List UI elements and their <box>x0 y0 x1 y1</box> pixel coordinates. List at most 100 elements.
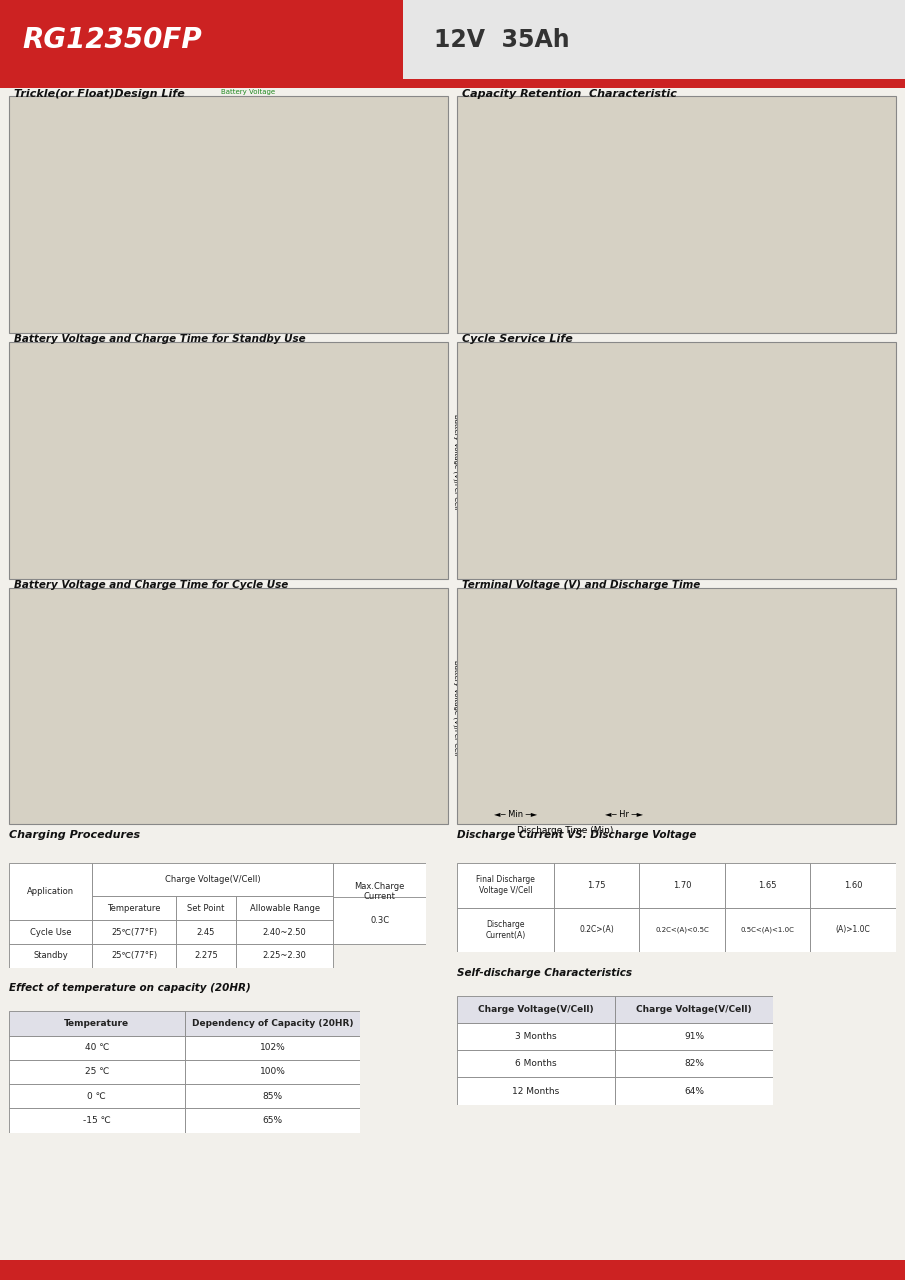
Bar <box>92 920 176 945</box>
Text: Discharge Current VS. Discharge Voltage: Discharge Current VS. Discharge Voltage <box>457 829 697 840</box>
Text: 5°C
(41°F): 5°C (41°F) <box>841 140 864 159</box>
Text: 2.275: 2.275 <box>194 951 218 960</box>
Bar <box>9 1084 185 1108</box>
Bar <box>92 945 176 968</box>
Text: Cycle Service Life: Cycle Service Life <box>462 334 572 344</box>
X-axis label: Charge Time (H): Charge Time (H) <box>238 812 312 820</box>
Y-axis label: Charge Quantity (%): Charge Quantity (%) <box>81 668 91 746</box>
Text: Discharge
Depth 50%: Discharge Depth 50% <box>626 378 673 397</box>
Text: 0.17C: 0.17C <box>803 695 824 701</box>
Text: 12V  35Ah: 12V 35Ah <box>434 28 570 51</box>
Text: 85%: 85% <box>262 1092 282 1101</box>
Y-axis label: Lift Expectancy (Years): Lift Expectancy (Years) <box>33 160 43 271</box>
Text: Battery Voltage and Charge Time for Cycle Use: Battery Voltage and Charge Time for Cycl… <box>14 580 288 590</box>
Text: Set Point: Set Point <box>187 904 224 913</box>
Bar <box>185 1011 360 1036</box>
Text: 25°C
(77°F): 25°C (77°F) <box>795 209 820 228</box>
Bar <box>615 1050 773 1078</box>
Text: 0.2C>(A): 0.2C>(A) <box>579 925 614 934</box>
Text: ◄─ Hr ─►: ◄─ Hr ─► <box>605 810 643 819</box>
Text: Terminal Voltage (V) and Discharge Time: Terminal Voltage (V) and Discharge Time <box>462 580 700 590</box>
Bar <box>236 896 333 920</box>
X-axis label: Charge Time (H): Charge Time (H) <box>238 566 312 575</box>
Text: Temperature: Temperature <box>108 904 161 913</box>
X-axis label: Temperature (°C): Temperature (°C) <box>214 320 298 330</box>
Text: 2.45: 2.45 <box>196 928 215 937</box>
Text: 1.65: 1.65 <box>758 881 776 890</box>
Text: Temperature: Temperature <box>64 1019 129 1028</box>
Y-axis label: Battery Voltage (V)/Per Cell: Battery Voltage (V)/Per Cell <box>452 413 459 509</box>
Text: 1.70: 1.70 <box>672 881 691 890</box>
Text: Battery Voltage: Battery Voltage <box>221 90 275 95</box>
Text: Charge Voltage(V/Cell): Charge Voltage(V/Cell) <box>636 1005 752 1014</box>
Text: Effect of temperature on capacity (20HR): Effect of temperature on capacity (20HR) <box>9 983 251 993</box>
Text: 40°C
(104°F): 40°C (104°F) <box>617 202 646 221</box>
Bar <box>639 863 725 908</box>
Text: Application: Application <box>27 887 74 896</box>
Y-axis label: Battery Voltage (V)/Per Cell: Battery Voltage (V)/Per Cell <box>70 413 76 509</box>
Text: Ambient Temperature:
25℃ (77°F): Ambient Temperature: 25℃ (77°F) <box>732 500 827 521</box>
Bar <box>9 1036 185 1060</box>
Bar <box>92 896 176 920</box>
Bar <box>457 1050 615 1078</box>
Text: Charge Quantity (to-Discharge Quantity)Ratio: Charge Quantity (to-Discharge Quantity)R… <box>300 634 426 655</box>
Text: Charge Quantity (to-Discharge Quantity)Ratio: Charge Quantity (to-Discharge Quantity)R… <box>300 388 426 410</box>
Bar <box>457 863 554 908</box>
Text: Capacity Retention  Characteristic: Capacity Retention Characteristic <box>462 88 676 99</box>
Bar <box>176 896 236 920</box>
Bar <box>457 1078 615 1105</box>
Bar <box>333 897 426 945</box>
Text: Discharge
Current(A): Discharge Current(A) <box>485 920 526 940</box>
Y-axis label: Capacity Retention Ratio (%): Capacity Retention Ratio (%) <box>488 145 498 287</box>
Bar <box>457 1023 615 1050</box>
Y-axis label: Charge Quantity (%): Charge Quantity (%) <box>81 422 91 500</box>
Text: 0.05C: 0.05C <box>866 690 887 696</box>
Bar <box>236 945 333 968</box>
Text: 3C: 3C <box>596 722 608 731</box>
Text: 0.2C<(A)<0.5C: 0.2C<(A)<0.5C <box>655 927 709 933</box>
Text: ① Discharge
 —100% (0.05CA×20H)
 —⁐50% (0.05CA×10H)
② Charge
  Charge Voltage 13: ① Discharge —100% (0.05CA×20H) —⁐50% (0.… <box>217 392 298 440</box>
Text: 25 ℃: 25 ℃ <box>85 1068 109 1076</box>
Text: 2C: 2C <box>624 722 635 731</box>
Text: 0.09C: 0.09C <box>835 692 856 699</box>
Bar <box>615 996 773 1023</box>
Text: 0.25C: 0.25C <box>776 699 796 705</box>
Text: Charge Voltage(V/Cell): Charge Voltage(V/Cell) <box>165 876 261 884</box>
Bar <box>554 863 639 908</box>
Text: 0.5C<(A)<1.0C: 0.5C<(A)<1.0C <box>740 927 795 933</box>
Text: Charging Procedures: Charging Procedures <box>9 829 140 840</box>
Bar <box>457 996 615 1023</box>
Text: 40 ℃: 40 ℃ <box>85 1043 109 1052</box>
Bar <box>92 863 333 896</box>
Polygon shape <box>123 170 418 289</box>
Text: Cycle Use: Cycle Use <box>30 928 71 937</box>
X-axis label: Storage Period (Month): Storage Period (Month) <box>650 320 763 330</box>
Bar <box>639 908 725 952</box>
Text: 102%: 102% <box>260 1043 285 1052</box>
Y-axis label: Charge Current (CA): Charge Current (CA) <box>47 426 53 497</box>
Y-axis label: Capacity (%): Capacity (%) <box>479 430 489 493</box>
Text: 91%: 91% <box>684 1032 704 1041</box>
Legend: 25°C 77°F, 20°C 68°F: 25°C 77°F, 20°C 68°F <box>814 630 881 655</box>
Text: Discharge Time (Min): Discharge Time (Min) <box>518 826 614 835</box>
Bar <box>615 1078 773 1105</box>
Text: Self-discharge Characteristics: Self-discharge Characteristics <box>457 968 632 978</box>
Text: 0.3C: 0.3C <box>370 916 389 925</box>
Text: 82%: 82% <box>684 1060 704 1069</box>
Text: Discharge
Depth 30%: Discharge Depth 30% <box>786 378 833 397</box>
Text: ① Charging Voltage
   2.25 V/Cell: ① Charging Voltage 2.25 V/Cell <box>199 159 281 178</box>
Text: Charge Voltage(V/Cell): Charge Voltage(V/Cell) <box>478 1005 594 1014</box>
Text: Final Discharge
Voltage V/Cell: Final Discharge Voltage V/Cell <box>476 876 535 895</box>
Text: 30°C
(86°F): 30°C (86°F) <box>698 202 721 221</box>
Text: 65%: 65% <box>262 1116 282 1125</box>
Text: RG12350FP: RG12350FP <box>23 26 203 54</box>
Bar <box>457 908 554 952</box>
Text: ◄─ Min ─►: ◄─ Min ─► <box>494 810 538 819</box>
Bar <box>554 908 639 952</box>
Bar <box>9 920 92 945</box>
Bar <box>176 945 236 968</box>
Bar <box>725 863 810 908</box>
Text: Max.Charge
Current: Max.Charge Current <box>355 882 405 901</box>
Bar <box>9 1011 185 1036</box>
Bar <box>9 863 92 920</box>
